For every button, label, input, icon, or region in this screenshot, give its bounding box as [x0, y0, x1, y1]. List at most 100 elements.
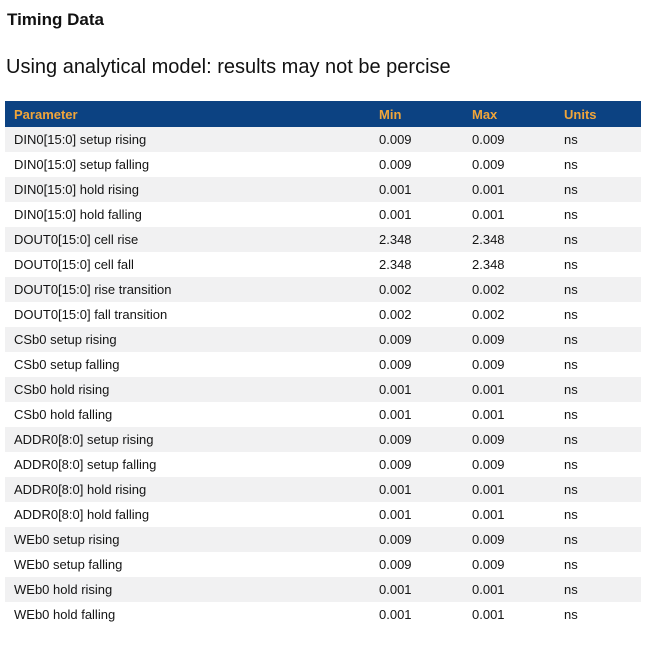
parameter-cell: DIN0[15:0] hold falling	[14, 207, 142, 222]
table-row: WEb0 setup rising 0.009 0.009 ns	[5, 527, 641, 552]
table-row: DOUT0[15:0] cell rise 2.348 2.348 ns	[5, 227, 641, 252]
parameter-cell: WEb0 hold falling	[14, 607, 116, 622]
parameter-cell: CSb0 setup falling	[14, 357, 120, 372]
units-cell: ns	[564, 532, 578, 547]
min-cell: 0.001	[379, 207, 412, 222]
min-cell: 0.001	[379, 407, 412, 422]
parameter-cell: ADDR0[8:0] setup falling	[14, 457, 157, 472]
min-cell: 2.348	[379, 232, 412, 247]
units-cell: ns	[564, 357, 578, 372]
min-cell: 0.009	[379, 457, 412, 472]
units-cell: ns	[564, 157, 578, 172]
units-cell: ns	[564, 332, 578, 347]
max-cell: 0.009	[472, 532, 505, 547]
units-cell: ns	[564, 432, 578, 447]
min-cell: 0.009	[379, 357, 412, 372]
min-cell: 0.002	[379, 282, 412, 297]
parameter-cell: WEb0 hold rising	[14, 582, 113, 597]
parameter-cell: DIN0[15:0] hold rising	[14, 182, 140, 197]
min-cell: 0.001	[379, 482, 412, 497]
parameter-cell: ADDR0[8:0] hold rising	[14, 482, 147, 497]
max-cell: 0.001	[472, 582, 505, 597]
max-cell: 0.001	[472, 482, 505, 497]
min-cell: 0.002	[379, 307, 412, 322]
min-cell: 0.001	[379, 382, 412, 397]
min-cell: 0.009	[379, 432, 412, 447]
units-cell: ns	[564, 582, 578, 597]
table-row: DIN0[15:0] hold rising 0.001 0.001 ns	[5, 177, 641, 202]
parameter-cell: DOUT0[15:0] cell fall	[14, 257, 134, 272]
table-row: CSb0 setup rising 0.009 0.009 ns	[5, 327, 641, 352]
max-cell: 0.009	[472, 432, 505, 447]
max-cell: 0.001	[472, 207, 505, 222]
timing-data-table: Parameter Min Max Units DIN0[15:0] setup…	[5, 101, 641, 627]
min-cell: 2.348	[379, 257, 412, 272]
units-cell: ns	[564, 457, 578, 472]
parameter-cell: DOUT0[15:0] rise transition	[14, 282, 172, 297]
units-cell: ns	[564, 307, 578, 322]
min-cell: 0.001	[379, 182, 412, 197]
max-cell: 0.001	[472, 507, 505, 522]
column-header-min: Min	[370, 101, 463, 127]
parameter-cell: DOUT0[15:0] cell rise	[14, 232, 139, 247]
parameter-cell: ADDR0[8:0] setup rising	[14, 432, 154, 447]
max-cell: 0.009	[472, 357, 505, 372]
column-header-parameter: Parameter	[5, 101, 370, 127]
max-cell: 0.009	[472, 132, 505, 147]
min-cell: 0.009	[379, 332, 412, 347]
max-cell: 0.001	[472, 407, 505, 422]
max-cell: 0.001	[472, 382, 505, 397]
parameter-cell: DOUT0[15:0] fall transition	[14, 307, 168, 322]
page-title: Timing Data	[7, 10, 104, 29]
table-row: WEb0 setup falling 0.009 0.009 ns	[5, 552, 641, 577]
table-row: WEb0 hold rising 0.001 0.001 ns	[5, 577, 641, 602]
table-row: DOUT0[15:0] cell fall 2.348 2.348 ns	[5, 252, 641, 277]
units-cell: ns	[564, 282, 578, 297]
max-cell: 2.348	[472, 232, 505, 247]
table-row: DIN0[15:0] hold falling 0.001 0.001 ns	[5, 202, 641, 227]
min-cell: 0.009	[379, 557, 412, 572]
units-cell: ns	[564, 482, 578, 497]
parameter-cell: CSb0 hold falling	[14, 407, 113, 422]
parameter-cell: DIN0[15:0] setup rising	[14, 132, 147, 147]
units-cell: ns	[564, 257, 578, 272]
units-cell: ns	[564, 232, 578, 247]
units-cell: ns	[564, 132, 578, 147]
max-cell: 0.002	[472, 307, 505, 322]
max-cell: 0.009	[472, 457, 505, 472]
timing-table-body: DIN0[15:0] setup rising 0.009 0.009 ns DIN0[…	[5, 127, 641, 627]
max-cell: 0.009	[472, 557, 505, 572]
table-row: ADDR0[8:0] hold rising 0.001 0.001 ns	[5, 477, 641, 502]
max-cell: 0.002	[472, 282, 505, 297]
max-cell: 0.009	[472, 332, 505, 347]
max-cell: 0.001	[472, 607, 505, 622]
max-cell: 0.001	[472, 182, 505, 197]
units-cell: ns	[564, 507, 578, 522]
table-header-row: Parameter Min Max Units	[5, 101, 641, 127]
table-row: ADDR0[8:0] setup falling 0.009 0.009 ns	[5, 452, 641, 477]
units-cell: ns	[564, 182, 578, 197]
min-cell: 0.009	[379, 532, 412, 547]
min-cell: 0.001	[379, 607, 412, 622]
parameter-cell: WEb0 setup falling	[14, 557, 123, 572]
min-cell: 0.001	[379, 582, 412, 597]
max-cell: 0.009	[472, 157, 505, 172]
table-row: ADDR0[8:0] setup rising 0.009 0.009 ns	[5, 427, 641, 452]
table-row: CSb0 hold falling 0.001 0.001 ns	[5, 402, 641, 427]
parameter-cell: CSb0 hold rising	[14, 382, 110, 397]
min-cell: 0.009	[379, 132, 412, 147]
page-subtitle: Using analytical model: results may not …	[6, 56, 451, 78]
table-row: DIN0[15:0] setup rising 0.009 0.009 ns	[5, 127, 641, 152]
units-cell: ns	[564, 557, 578, 572]
min-cell: 0.009	[379, 157, 412, 172]
table-row: WEb0 hold falling 0.001 0.001 ns	[5, 602, 641, 627]
parameter-cell: CSb0 setup rising	[14, 332, 117, 347]
column-header-max: Max	[463, 101, 555, 127]
table-row: CSb0 setup falling 0.009 0.009 ns	[5, 352, 641, 377]
table-row: DIN0[15:0] setup falling 0.009 0.009 ns	[5, 152, 641, 177]
max-cell: 2.348	[472, 257, 505, 272]
parameter-cell: DIN0[15:0] setup falling	[14, 157, 150, 172]
table-row: ADDR0[8:0] hold falling 0.001 0.001 ns	[5, 502, 641, 527]
column-header-units: Units	[555, 101, 641, 127]
